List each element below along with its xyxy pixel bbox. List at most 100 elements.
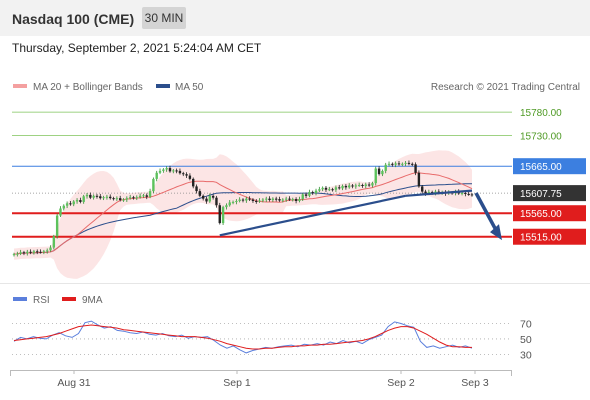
candle-body [115, 198, 119, 200]
support-tag [513, 228, 586, 245]
candle-body [158, 170, 162, 173]
candle-body [89, 194, 92, 198]
candle-body [371, 183, 374, 186]
candle-body [281, 199, 285, 201]
candle-body [188, 175, 192, 179]
forecast-arrow [474, 192, 498, 231]
support-label: 15515.00 [520, 233, 562, 244]
candle-body [464, 192, 467, 194]
candle-body [195, 186, 198, 192]
candle-body [381, 170, 384, 175]
candle-body [95, 195, 99, 197]
candle-body [271, 198, 275, 201]
candle-body [288, 198, 291, 200]
candle-body [155, 172, 158, 179]
candle-body [344, 185, 348, 188]
last-price-label: 15607.75 [520, 189, 562, 200]
rsi-panel: 70 50 30 [12, 318, 532, 361]
ma50-legend-swatch [156, 84, 170, 88]
candle-body [162, 169, 165, 171]
candle-body [178, 170, 182, 174]
ma20-legend-swatch [13, 84, 27, 88]
candle-body [391, 163, 394, 165]
candle-body [122, 199, 125, 201]
candle-body [168, 168, 172, 172]
bollinger-bands [14, 150, 472, 279]
candle-body [348, 185, 351, 188]
candle-body [119, 198, 122, 201]
candle-body [211, 195, 215, 198]
rsi-tick-label: 70 [520, 318, 532, 330]
candle-body [294, 199, 298, 201]
candle-body [434, 191, 437, 193]
candle-body [421, 186, 424, 192]
forecast-arrow-head [490, 224, 502, 241]
candle-body [334, 187, 338, 190]
candle-body [331, 189, 334, 191]
candle-body [430, 192, 434, 194]
candle-body [218, 205, 221, 224]
candle-body [201, 195, 205, 199]
candle-body [36, 251, 39, 253]
candle-body [258, 200, 261, 202]
candle-body [417, 172, 421, 187]
candle-body [138, 195, 142, 198]
candle-body [251, 199, 255, 201]
candle-body [351, 185, 354, 187]
x-tick-label: Sep 2 [387, 377, 415, 389]
candle-body [62, 205, 65, 209]
candle-body [221, 207, 225, 224]
timeframe-button[interactable]: 30 MIN [142, 7, 186, 29]
candle-body [112, 198, 115, 200]
candle-body [394, 163, 397, 165]
candle-body [318, 189, 321, 191]
candle-body [357, 185, 361, 186]
candle-body [387, 163, 391, 165]
datetime-label: Thursday, September 2, 2021 5:24:04 AM C… [12, 41, 262, 55]
candle-body [274, 198, 278, 200]
chart-header: Nasdaq 100 (CME) 30 MIN [0, 0, 590, 36]
x-tick-label: Sep 1 [223, 377, 251, 389]
candle-body [99, 196, 102, 199]
candle-body [69, 203, 72, 205]
candle-body [49, 247, 52, 251]
candle-body [145, 195, 148, 197]
x-axis: Aug 31 Sep 1 Sep 2 Sep 3 [57, 370, 489, 389]
candle-body [427, 192, 431, 194]
candle-body [367, 184, 371, 186]
candle-body [205, 198, 208, 202]
last-price-tag [513, 185, 586, 202]
candle-body [42, 251, 46, 253]
ma20-legend-label: MA 20 + Bollinger Bands [33, 82, 143, 93]
candle-body [29, 251, 32, 253]
candle-body [26, 251, 29, 254]
candle-body [215, 197, 218, 206]
candle-body [341, 185, 344, 189]
credit-label: Research © 2021 Trading Central [431, 82, 580, 93]
candle-body [152, 178, 155, 192]
ma20-line [13, 172, 473, 255]
candle-body [261, 199, 265, 201]
candle-body [284, 198, 288, 200]
candle-body [321, 187, 324, 190]
candle-body [105, 196, 109, 198]
candle-body [45, 250, 49, 252]
candle-body [384, 164, 387, 171]
candle-body [55, 215, 59, 237]
candle-body [470, 194, 474, 196]
candle-body [22, 252, 26, 254]
candle-body [172, 170, 175, 172]
candle-body [148, 191, 152, 197]
candle-body [165, 168, 168, 170]
support-tag [513, 205, 586, 222]
candle-body [308, 192, 311, 196]
candle-body [311, 192, 314, 194]
candle-body [92, 195, 95, 198]
candle-body [231, 201, 235, 203]
candle-body [411, 163, 414, 165]
candle-body [255, 200, 258, 202]
candle-body [397, 163, 401, 165]
pivot-tag [513, 158, 586, 175]
candle-body [414, 164, 417, 173]
